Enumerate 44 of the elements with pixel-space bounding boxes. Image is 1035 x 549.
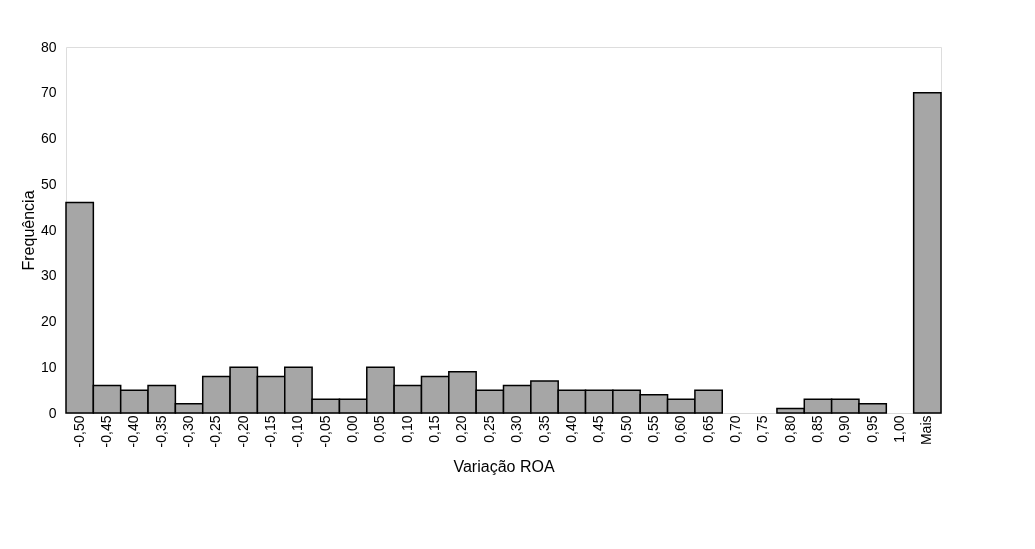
x-tick-label: -0,15	[262, 415, 279, 448]
x-axis-title: Variação ROA	[453, 458, 555, 476]
x-tick-label: 0,95	[863, 415, 880, 443]
y-tick-label: 30	[40, 267, 57, 284]
x-tick-label: 0,55	[644, 415, 661, 443]
y-tick-label: 50	[40, 175, 57, 192]
x-tick-label: 1,00	[890, 415, 907, 443]
x-tick-label: 0,80	[781, 415, 798, 443]
x-tick-label: 0,45	[590, 415, 607, 443]
x-tick-label: 0,60	[672, 415, 689, 443]
x-tick-label: 0,50	[617, 415, 634, 443]
x-tick-label: -0,30	[180, 415, 197, 448]
x-tick-label: -0,35	[152, 415, 169, 448]
x-tick-label: 0,40	[562, 415, 579, 443]
x-tick-label: -0,10	[289, 415, 306, 448]
x-tick-label: 0,10	[398, 415, 415, 443]
x-tick-label: 0,65	[699, 415, 716, 443]
y-tick-label: 40	[40, 221, 57, 238]
x-tick-label: 0,30	[508, 415, 525, 443]
x-tick-label: 0,85	[808, 415, 825, 443]
x-tick-label: 0,20	[453, 415, 470, 443]
x-tick-label: 0,35	[535, 415, 552, 443]
bar	[912, 92, 942, 414]
y-tick-label: 0	[48, 404, 57, 421]
x-tick-label: -0,40	[125, 415, 142, 448]
y-tick-label: 80	[40, 38, 57, 55]
y-tick-label: 70	[40, 84, 57, 101]
y-tick-label: 10	[40, 358, 57, 375]
x-tick-label: -0,20	[234, 415, 251, 448]
x-tick-label: -0,25	[207, 415, 224, 448]
x-tick-label: 0,15	[426, 415, 443, 443]
x-tick-label: 0,90	[836, 415, 853, 443]
y-tick-label: 60	[40, 130, 57, 146]
x-tick-label: 0,25	[480, 415, 497, 443]
x-tick-label: 0,75	[754, 415, 771, 443]
y-axis-title: Frequência	[19, 190, 37, 271]
x-tick-label: 0,00	[344, 415, 361, 443]
x-tick-label: Mais	[918, 415, 935, 446]
x-tick-label: 0,70	[726, 415, 743, 443]
x-tick-label: -0,50	[70, 415, 87, 448]
x-tick-label: 0,05	[371, 415, 388, 443]
x-tick-label: -0,45	[98, 415, 115, 448]
x-tick-label: -0,05	[316, 415, 333, 448]
y-tick-label: 20	[40, 313, 57, 329]
